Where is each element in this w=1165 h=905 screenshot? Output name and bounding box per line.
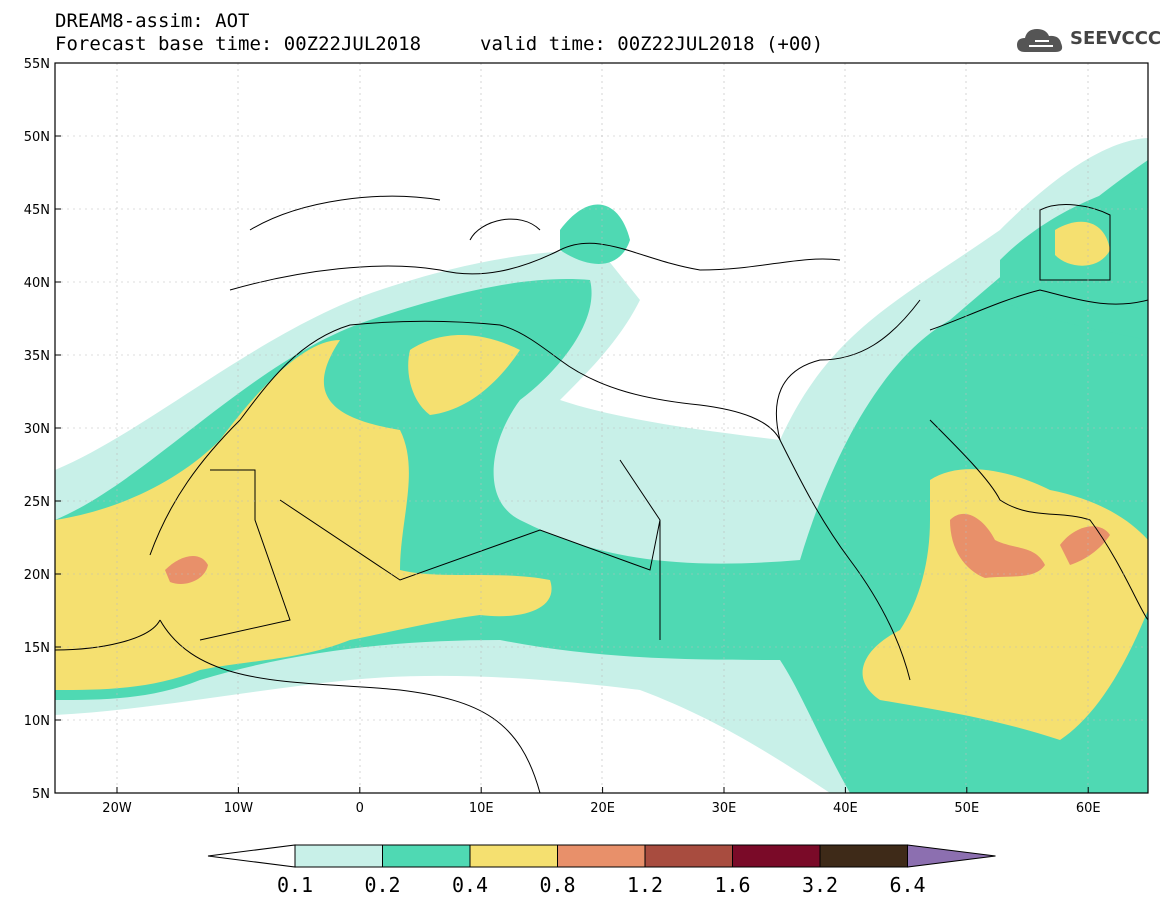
forecast-base-time: Forecast base time: 00Z22JUL2018 [55,33,422,55]
map-title: DREAM8-assim: AOT [55,10,250,32]
aot-band-0.4-caspian [1055,221,1110,266]
coastlines [55,195,1148,793]
lat-tick-label: 45N [24,203,50,218]
colorbar-swatch [644,844,733,868]
colorbar-swatch [819,844,908,868]
aot-band-0.8-arabia [950,513,1045,578]
colorbar-level-label: 0.8 [539,873,575,897]
colorbar-swatch [732,844,821,868]
lat-tick-label: 5N [32,787,50,802]
aot-band-0.8-mauritania [165,555,208,585]
logo-text: SEEVCCC [1070,28,1162,49]
lat-tick-label: 40N [24,276,50,291]
lon-tick-label: 30E [712,801,737,816]
colorbar-max-arrow [907,844,996,868]
lat-tick-label: 20N [24,568,50,583]
colorbar-level-label: 0.2 [364,873,400,897]
lon-tick-label: 20W [102,801,132,816]
lat-tick-label: 15N [24,641,50,656]
lat-tick-label: 25N [24,495,50,510]
lon-tick-label: 60E [1076,801,1101,816]
colorbar-level-label: 0.1 [277,873,313,897]
colorbar-swatch [294,844,383,868]
colorbar-min-arrow [207,844,296,868]
lat-tick-label: 10N [24,714,50,729]
colorbar-level-label: 3.2 [802,873,838,897]
graticule [55,63,1148,793]
colorbar-swatch [557,844,646,868]
lon-tick-label: 20E [590,801,615,816]
colorbar-level-label: 6.4 [889,873,925,897]
colorbar-swatch [469,844,558,868]
colorbar-level-label: 1.6 [714,873,750,897]
colorbar-level-label: 0.4 [452,873,488,897]
lat-tick-label: 50N [24,130,50,145]
aot-band-0.2-b [560,204,630,264]
lon-tick-label: 0 [356,801,364,816]
valid-time: valid time: 00Z22JUL2018 (+00) [480,33,824,55]
lon-tick-label: 40E [833,801,858,816]
colorbar-swatch [382,844,471,868]
latitude-axis: 55N 50N 45N 40N 35N 30N 25N 20N 15N 10N 5N [24,57,61,802]
aot-band-0.4-sahara [408,335,520,415]
lat-tick-label: 30N [24,422,50,437]
aot-field [55,63,1148,793]
aot-band-0.8-oman [1060,526,1110,565]
lat-tick-label: 55N [24,57,50,72]
colorbar-level-label: 1.2 [627,873,663,897]
lat-tick-label: 35N [24,349,50,364]
lon-tick-label: 10E [469,801,494,816]
cloud-icon [1017,29,1063,52]
longitude-axis: 20W 10W 0 10E 20E 30E 40E 50E 60E [102,787,1101,816]
lon-tick-label: 10W [224,801,254,816]
seevccc-logo: SEEVCCC [1015,24,1161,56]
lon-tick-label: 50E [954,801,979,816]
